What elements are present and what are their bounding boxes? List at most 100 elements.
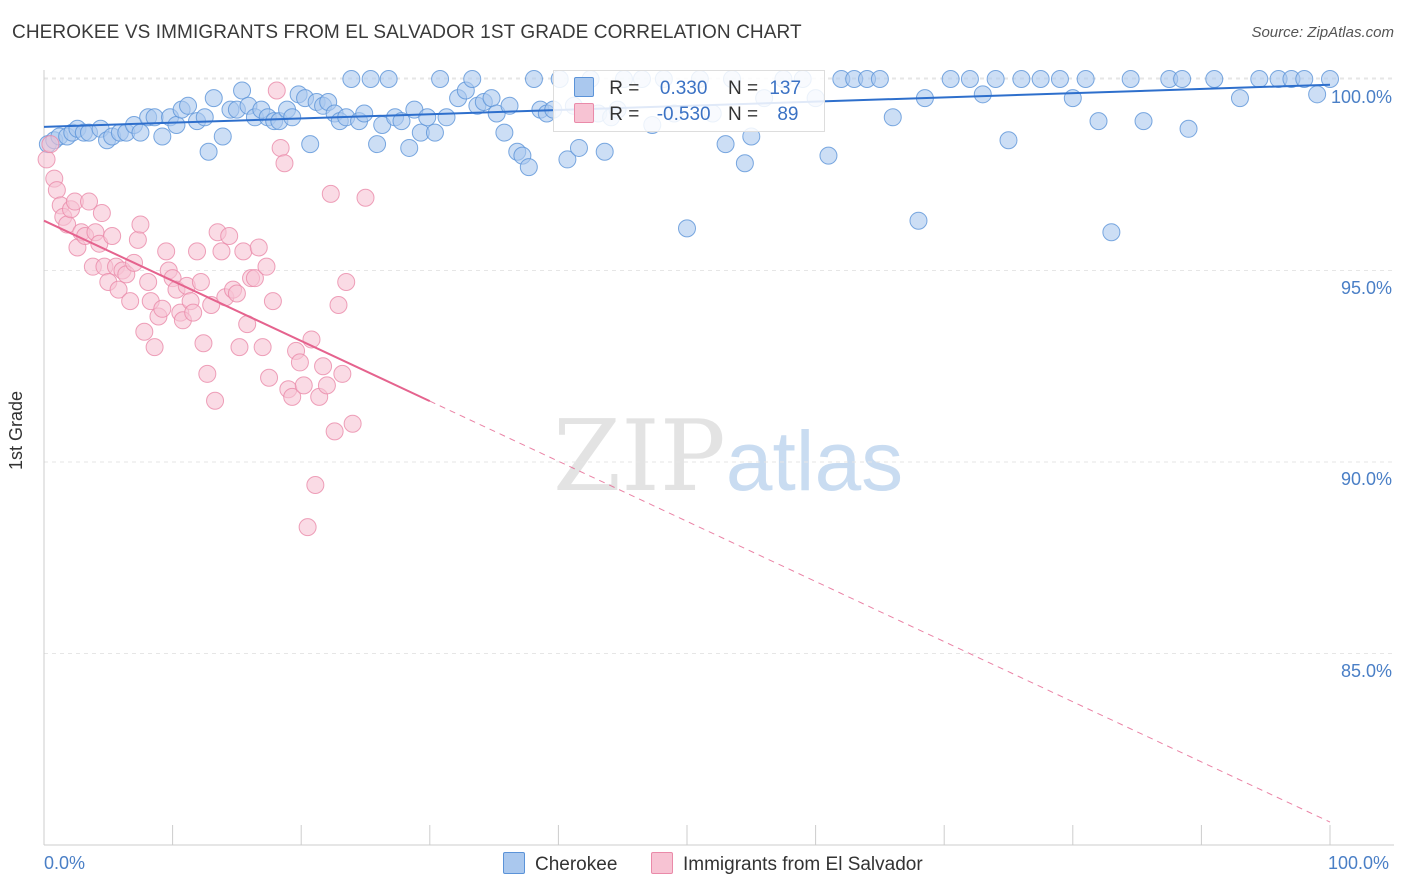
y-tick-label-90: 90.0% — [1340, 469, 1392, 489]
cherokee-point — [167, 115, 186, 134]
n-value: 137 — [769, 78, 802, 99]
y-tick-label-85: 85.0% — [1340, 661, 1392, 681]
cherokee-point — [1121, 70, 1140, 88]
cherokee-point — [437, 108, 456, 127]
cherokee-point — [199, 142, 218, 161]
salvador-point — [37, 150, 56, 169]
cherokee-point — [870, 70, 889, 88]
salvador-point — [314, 357, 333, 376]
n-value: 89 — [777, 104, 799, 125]
cherokee-point — [1205, 70, 1224, 88]
cherokee-point — [361, 70, 380, 88]
salvador-point — [260, 368, 279, 387]
cherokee-point — [153, 127, 172, 146]
salvador-point — [325, 422, 344, 441]
salvador-point — [157, 242, 176, 261]
salvador-point — [135, 322, 154, 341]
cherokee-point — [678, 219, 696, 238]
cherokee-point — [379, 70, 398, 88]
stats-legend: R = 0.330 N = 137 R = -0.530 N = 89 — [553, 70, 825, 132]
salvador-point — [253, 338, 272, 357]
salvador-point — [267, 81, 286, 100]
salvador-point — [41, 135, 60, 154]
y-tick-label-95: 95.0% — [1340, 278, 1392, 298]
cherokee-point — [301, 135, 320, 154]
n-label: N = — [727, 78, 759, 99]
stats-legend-row-salvador: R = -0.530 N = 89 — [574, 103, 798, 129]
n-label: N = — [727, 104, 759, 125]
salvador-point — [128, 230, 147, 249]
cherokee-point — [500, 96, 519, 115]
legend-label: Immigrants from El Salvador — [683, 854, 923, 875]
salvador-point — [245, 269, 264, 288]
salvador-point — [194, 334, 213, 353]
cherokee-point — [368, 135, 387, 154]
salvador-point — [343, 414, 362, 433]
stats-legend-row-cherokee: R = 0.330 N = 137 — [574, 77, 801, 103]
cherokee-point — [558, 150, 577, 169]
cherokee-point — [1012, 70, 1031, 88]
salvador-point — [121, 292, 140, 311]
cherokee-point — [883, 108, 902, 127]
y-axis-label: 1st Grade — [6, 390, 26, 470]
cherokee-point — [735, 154, 754, 173]
cherokee-point — [1230, 89, 1249, 108]
salvador-legend-swatch — [651, 852, 673, 874]
salvador-point — [263, 292, 282, 311]
cherokee-point — [716, 135, 735, 154]
salvador-point — [145, 338, 164, 357]
salvador-point — [329, 295, 348, 314]
salvador-point — [290, 353, 309, 372]
cherokee-point — [524, 70, 543, 88]
watermark-atlas: atlas — [725, 414, 904, 508]
cherokee-point — [425, 123, 444, 142]
salvador-point — [80, 192, 99, 211]
cherokee-point — [204, 89, 223, 108]
cherokee-point — [1102, 223, 1121, 242]
cherokee-point — [342, 70, 361, 88]
salvador-point — [220, 227, 239, 246]
source-label: Source: ZipAtlas.com — [1251, 24, 1394, 41]
salvador-point — [249, 238, 268, 257]
cherokee-point — [1250, 70, 1269, 88]
salvador-point — [109, 280, 128, 299]
salvador-point — [191, 272, 210, 291]
cherokee-point — [1295, 70, 1314, 88]
cherokee-point — [1321, 70, 1339, 88]
cherokee-point — [819, 146, 838, 165]
salvador-trend-line-extension — [429, 400, 1331, 823]
cherokee-point — [179, 96, 198, 115]
salvador-point — [153, 299, 172, 318]
cherokee-point — [131, 123, 150, 142]
salvador-point — [321, 184, 340, 203]
cherokee-point — [233, 81, 252, 100]
legend-label: Cherokee — [535, 854, 618, 875]
chart-title: CHEROKEE VS IMMIGRANTS FROM EL SALVADOR … — [12, 22, 802, 43]
cherokee-point — [355, 104, 374, 123]
cherokee-point — [283, 108, 302, 127]
r-label: R = — [609, 104, 640, 125]
cherokee-point — [941, 70, 960, 88]
watermark: ZIPatlas — [553, 400, 903, 514]
cherokee-point — [463, 70, 482, 88]
cherokee-point — [1308, 85, 1327, 104]
salvador-point — [356, 188, 375, 207]
r-value: 0.330 — [659, 78, 708, 99]
salvador-point — [184, 303, 203, 322]
cherokee-point — [999, 131, 1018, 150]
cherokee-point — [909, 211, 928, 230]
salvador-trend-line — [43, 219, 431, 403]
cherokee-point — [1031, 70, 1050, 88]
salvador-point — [283, 387, 302, 406]
cherokee-point — [1076, 70, 1095, 88]
salvador-point — [198, 364, 217, 383]
salvador-point — [234, 242, 253, 261]
salvador-point — [47, 181, 66, 200]
salvador-point — [306, 475, 325, 494]
cherokee-legend-swatch — [503, 852, 525, 874]
cherokee-point — [960, 70, 979, 88]
r-value: -0.530 — [656, 104, 711, 125]
cherokee-point — [418, 108, 437, 127]
cherokee-point — [213, 127, 232, 146]
